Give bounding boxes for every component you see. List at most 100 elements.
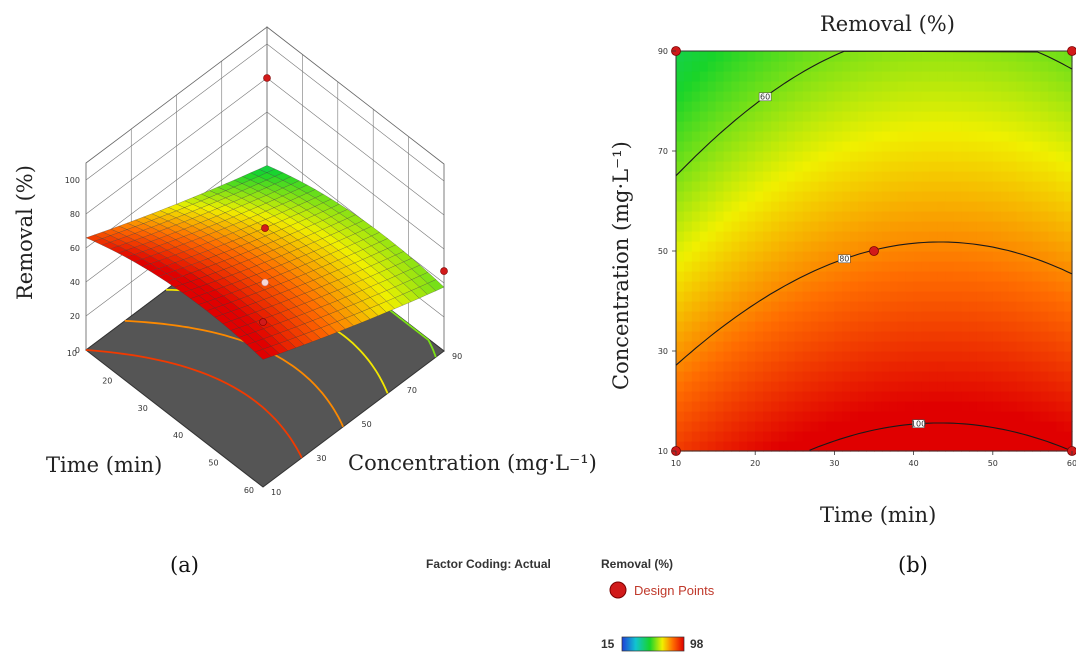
heatmap-cell (913, 401, 923, 412)
heatmap-cell (874, 331, 883, 342)
heatmap-cell (874, 101, 883, 112)
heatmap-cell (1016, 331, 1026, 342)
heatmap-cell (953, 201, 962, 212)
heatmap-cell (1048, 171, 1057, 182)
heatmap-cell (683, 301, 693, 312)
heatmap-cell (945, 231, 954, 242)
heatmap-cell (731, 101, 740, 112)
heatmap-cell (826, 121, 835, 132)
heatmap-cell (866, 421, 875, 432)
heatmap-cell (1000, 421, 1010, 432)
heatmap-cell (723, 441, 733, 452)
heatmap-cell (818, 51, 828, 62)
heatmap-cell (866, 281, 875, 292)
heatmap-cell (976, 131, 986, 142)
heatmap-cell (984, 231, 994, 242)
legend-scale-max: 98 (690, 637, 704, 651)
heatmap-cell (881, 51, 891, 62)
heatmap-cell (842, 171, 851, 182)
heatmap-cell (786, 71, 796, 82)
heatmap-cell (739, 111, 748, 122)
heatmap-cell (786, 251, 796, 262)
heatmap-cell (1056, 221, 1065, 232)
heatmap-cell (953, 181, 962, 192)
heatmap-cell (731, 321, 740, 332)
heatmap-cell (763, 131, 772, 142)
heatmap-cell (1056, 351, 1065, 362)
heatmap-cell (953, 111, 962, 122)
heatmap-cell (976, 191, 986, 202)
surface-y-tick-label: 90 (452, 352, 462, 361)
heatmap-cell (794, 131, 804, 142)
heatmap-cell (771, 361, 780, 372)
heatmap-cell (810, 111, 820, 122)
heatmap-cell (778, 101, 788, 112)
heatmap-cell (1000, 231, 1010, 242)
heatmap-cell (786, 361, 796, 372)
heatmap-cell (676, 121, 685, 132)
heatmap-cell (731, 51, 740, 62)
heatmap-cell (1008, 141, 1018, 152)
heatmap-cell (1040, 381, 1049, 392)
heatmap-cell (826, 91, 835, 102)
heatmap-cell (992, 411, 1002, 422)
surface-z-tick-label: 100 (65, 176, 80, 185)
heatmap-cell (691, 271, 701, 282)
heatmap-cell (778, 121, 788, 132)
heatmap-cell (1016, 301, 1026, 312)
heatmap-cell (834, 191, 843, 202)
heatmap-cell (826, 141, 835, 152)
heatmap-cell (1040, 291, 1049, 302)
heatmap-cell (874, 281, 883, 292)
heatmap-cell (897, 441, 907, 452)
heatmap-cell (889, 181, 899, 192)
heatmap-cell (937, 261, 946, 272)
heatmap-cell (771, 231, 780, 242)
heatmap-cell (929, 371, 938, 382)
heatmap-cell (897, 61, 907, 72)
contour-x-axis-label: Time (min) (820, 503, 936, 527)
heatmap-cell (834, 271, 843, 282)
heatmap-cell (802, 381, 812, 392)
heatmap-cell (1064, 141, 1073, 152)
heatmap-cell (992, 361, 1002, 372)
heatmap-cell (992, 431, 1002, 442)
heatmap-cell (897, 181, 907, 192)
heatmap-cell (1008, 341, 1018, 352)
heatmap-cell (945, 281, 954, 292)
heatmap-cell (707, 121, 717, 132)
heatmap-cell (771, 391, 780, 402)
heatmap-cell (1008, 301, 1018, 312)
heatmap-cell (913, 211, 923, 222)
heatmap-cell (691, 431, 701, 442)
heatmap-cell (921, 431, 931, 442)
heatmap-cell (715, 91, 725, 102)
heatmap-cell (874, 151, 883, 162)
heatmap-cell (802, 281, 812, 292)
heatmap-cell (1064, 201, 1073, 212)
heatmap-cell (771, 181, 780, 192)
heatmap-cell (818, 121, 828, 132)
heatmap-cell (802, 241, 812, 252)
heatmap-cell (874, 91, 883, 102)
surface-y-tick-label: 30 (316, 454, 326, 463)
heatmap-cell (763, 171, 772, 182)
heatmap-cell (778, 141, 788, 152)
heatmap-cell (1032, 201, 1041, 212)
heatmap-cell (929, 271, 938, 282)
heatmap-cell (715, 421, 725, 432)
heatmap-cell (976, 361, 986, 372)
heatmap-cell (771, 321, 780, 332)
heatmap-cell (763, 331, 772, 342)
heatmap-cell (715, 71, 725, 82)
heatmap-cell (723, 81, 733, 92)
heatmap-cell (889, 281, 899, 292)
heatmap-cell (691, 181, 701, 192)
heatmap-cell (945, 421, 954, 432)
heatmap-cell (715, 151, 725, 162)
heatmap-cell (691, 61, 701, 72)
heatmap-cell (881, 441, 891, 452)
heatmap-cell (1056, 431, 1065, 442)
contour-y-tick-label: 30 (658, 347, 668, 356)
heatmap-cell (755, 381, 764, 392)
